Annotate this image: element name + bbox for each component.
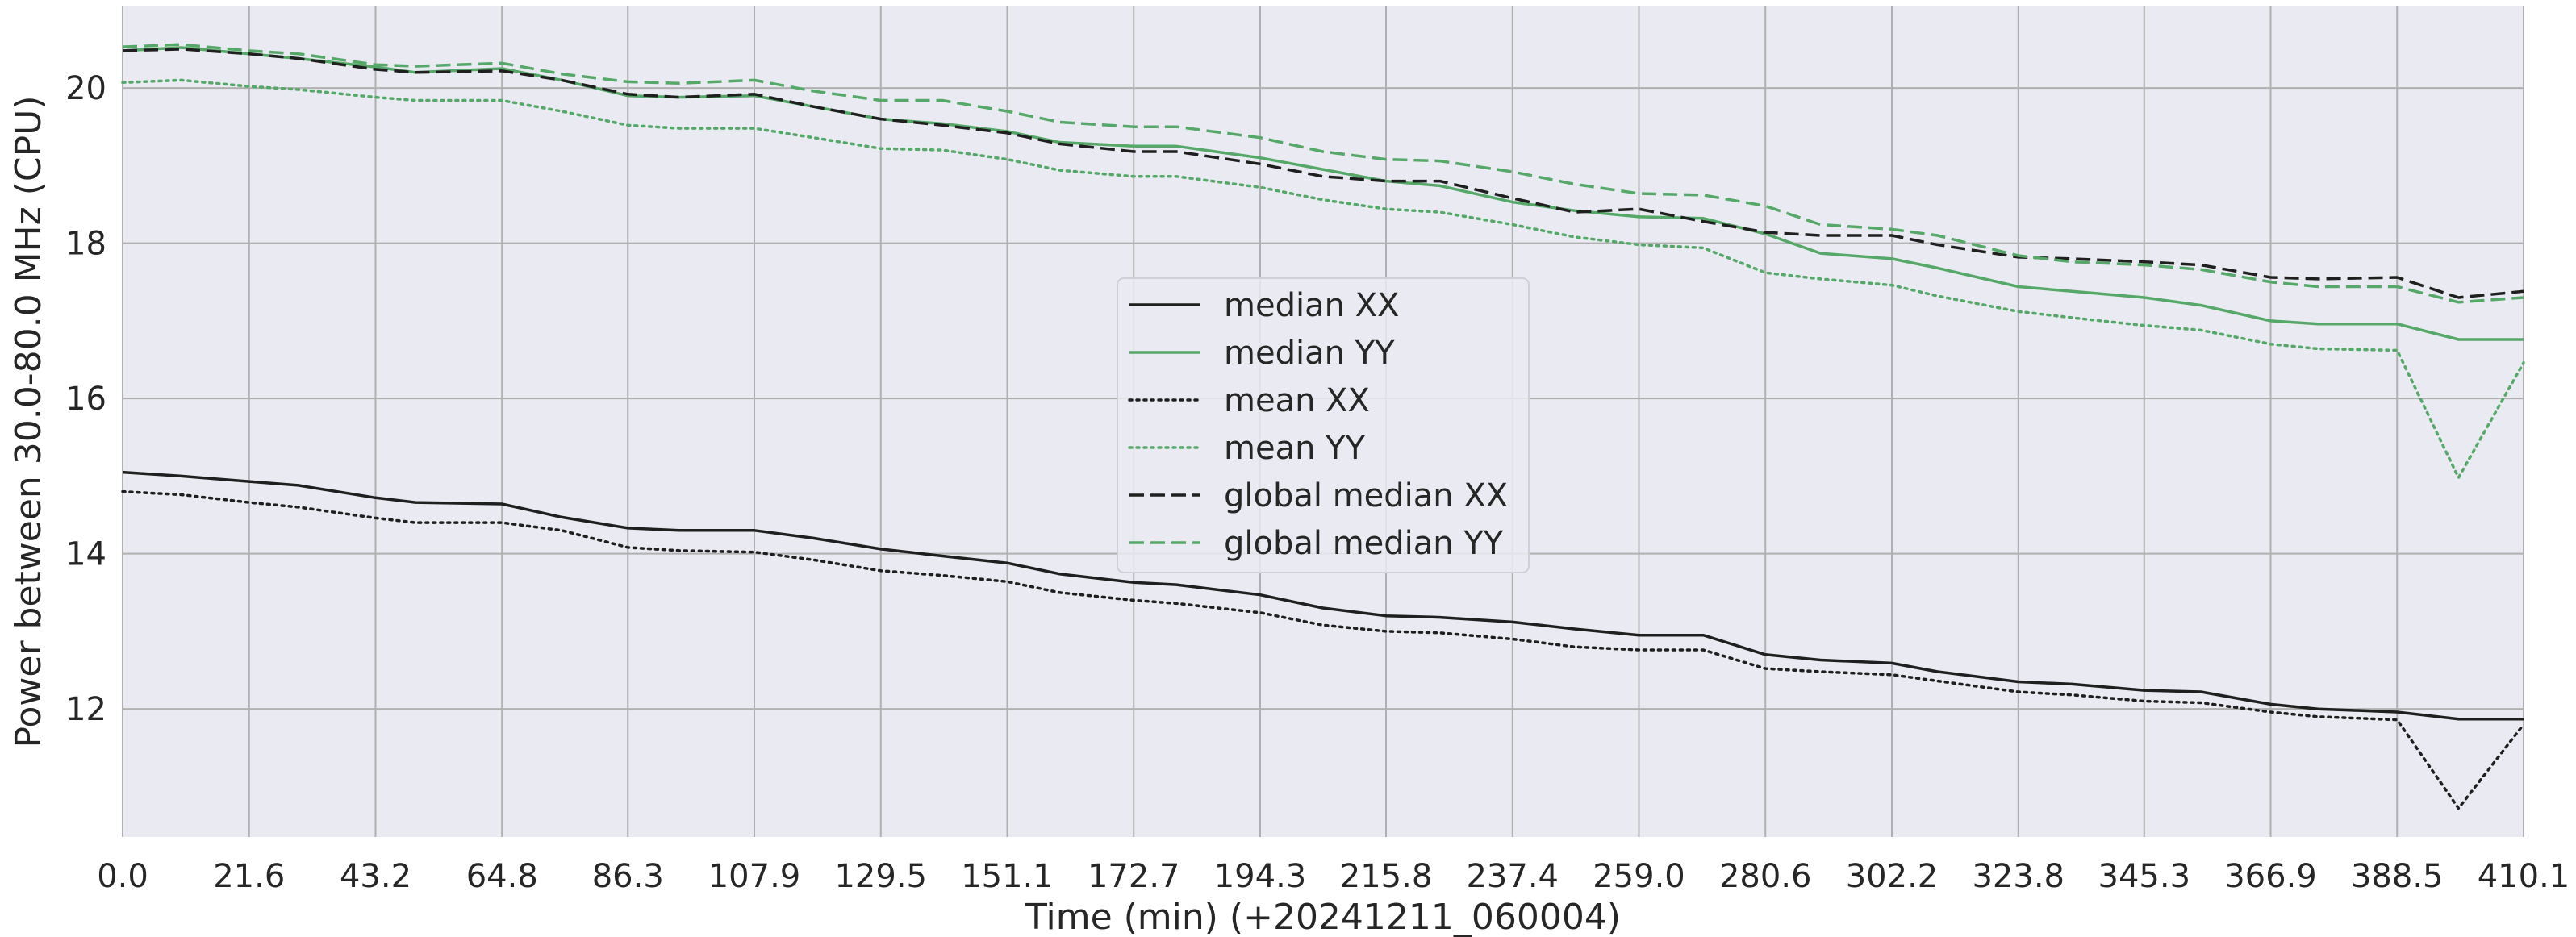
- series-line-mean-yy: [121, 78, 2525, 480]
- legend-label: mean YY: [1224, 430, 1366, 467]
- x-tick-label: 388.5: [2351, 858, 2444, 895]
- x-tick-label: 237.4: [1466, 858, 1559, 895]
- x-tick-label: 0.0: [97, 858, 148, 895]
- x-tick-label: 410.1: [2478, 858, 2570, 895]
- x-tick-label: 215.8: [1340, 858, 1433, 895]
- series-line-global-median-xx: [122, 48, 2524, 299]
- y-tick-label: 14: [65, 536, 106, 573]
- series-layer: [121, 43, 2525, 810]
- series-line-mean-xx: [121, 489, 2525, 810]
- x-tick-label: 259.0: [1593, 858, 1685, 895]
- series-line-global-median-yy: [122, 43, 2524, 304]
- x-tick-labels: 0.0 21.6 43.2 64.8 86.3 107.9 129.5 151.1 172.7 1…: [97, 858, 2570, 895]
- x-tick-label: 151.1: [961, 858, 1054, 895]
- legend: median XX median YY mean XX mean YY global m…: [1117, 277, 1530, 573]
- legend-box: [1117, 277, 1530, 573]
- x-tick-label: 129.5: [834, 858, 927, 895]
- y-tick-label: 16: [65, 381, 106, 418]
- x-tick-label: 21.6: [213, 858, 285, 895]
- y-tick-labels: 12 14 16 18 20: [65, 70, 106, 728]
- series-line-median-yy: [122, 46, 2524, 341]
- y-tick-label: 12: [65, 691, 106, 728]
- x-tick-label: 345.3: [2098, 858, 2191, 895]
- x-tick-label: 323.8: [1972, 858, 2065, 895]
- legend-label: median XX: [1224, 287, 1399, 324]
- x-tick-label: 86.3: [592, 858, 664, 895]
- legend-label: mean XX: [1224, 382, 1370, 419]
- legend-label: global median XX: [1224, 477, 1508, 514]
- legend-label: global median YY: [1224, 525, 1504, 562]
- y-axis-label: Power between 30.0-80.0 MHz (CPU): [8, 96, 49, 748]
- x-tick-label: 194.3: [1214, 858, 1307, 895]
- legend-label: median YY: [1224, 335, 1395, 372]
- x-tick-label: 64.8: [466, 858, 538, 895]
- x-tick-label: 107.9: [708, 858, 801, 895]
- x-tick-label: 43.2: [340, 858, 411, 895]
- series-line-median-xx: [122, 470, 2524, 721]
- y-tick-label: 18: [65, 226, 106, 263]
- y-tick-label: 20: [65, 70, 106, 107]
- x-axis-label: Time (min) (+20241211_060004): [1025, 897, 1621, 937]
- x-tick-label: 302.2: [1846, 858, 1939, 895]
- x-tick-label: 172.7: [1088, 858, 1180, 895]
- x-tick-label: 366.9: [2224, 858, 2317, 895]
- x-tick-label: 280.6: [1719, 858, 1812, 895]
